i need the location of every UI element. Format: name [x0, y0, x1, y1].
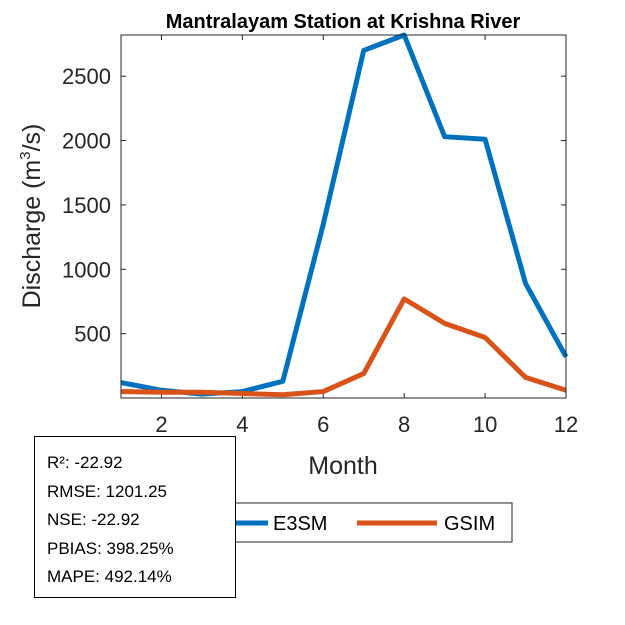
legend-label-e3sm: E3SM: [273, 513, 327, 535]
stat-mape: MAPE: 492.14%: [47, 567, 172, 586]
stat-r2: R²: -22.92: [47, 453, 123, 472]
series-line-e3sm: [120, 32, 569, 397]
y-tick-label: 1000: [62, 257, 111, 282]
legend: E3SM GSIM: [205, 502, 513, 543]
stat-pbias: PBIAS: 398.25%: [47, 538, 174, 558]
x-axis: 2 4 6 8 10 12: [155, 35, 578, 437]
stat-rmse: RMSE: 1201.25: [47, 481, 168, 501]
series-line-gsim: [120, 296, 567, 398]
axes-box: [120, 34, 567, 399]
chart-title: Mantralayam Station at Krishna River: [166, 11, 521, 33]
x-tick-label: 8: [398, 412, 410, 437]
stat-nse: NSE: -22.92: [47, 510, 140, 529]
x-tick-label: 12: [554, 412, 578, 437]
stats-box: R²: -22.92 RMSE: 1201.25 NSE: -22.92 PBI…: [34, 436, 236, 598]
y-tick-label: 500: [74, 322, 111, 347]
x-tick-label: 6: [317, 412, 329, 437]
legend-label-gsim: GSIM: [444, 513, 495, 535]
plot-area: [120, 32, 569, 398]
y-axis-label: Discharge (m3/s): [17, 124, 46, 309]
x-tick-label: 2: [155, 412, 167, 437]
y-tick-label: 1500: [62, 193, 111, 218]
x-axis-label: Month: [308, 452, 377, 480]
y-tick-label: 2000: [62, 129, 111, 154]
y-tick-label: 2500: [62, 64, 111, 89]
y-axis: 500 1000 1500 2000 2500: [62, 64, 566, 347]
x-tick-label: 4: [236, 412, 248, 437]
x-tick-label: 10: [473, 412, 497, 437]
